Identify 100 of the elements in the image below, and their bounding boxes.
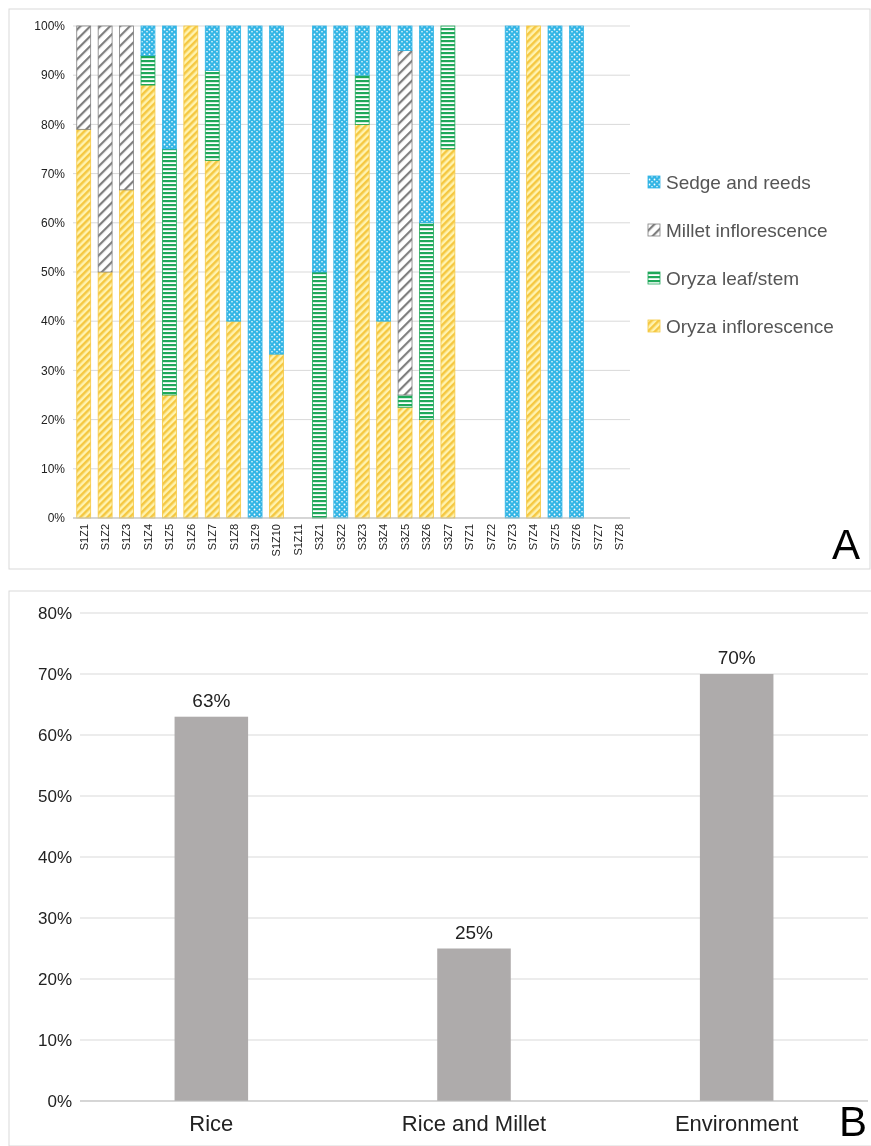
bar [376,25,391,322]
bar [162,148,177,396]
bar [226,320,242,519]
y-tick-label: 0% [47,511,66,526]
x-tick-label: S7Z8 [613,524,626,551]
x-tick-label: S7Z7 [591,524,604,551]
bar [312,271,327,519]
bar [419,25,434,224]
y-tick-label: 80% [37,603,72,623]
bar [76,128,92,519]
x-tick-label: S1Z1 [77,524,90,551]
bar [440,148,456,519]
legend-label: Sedge and reeds [666,171,811,193]
y-tick-label: 40% [40,314,66,329]
bar [162,394,177,519]
x-tick-label: S7Z6 [570,524,583,551]
x-tick-label: S7Z4 [527,524,540,551]
x-tick-label: Rice [189,1111,234,1136]
bar [699,674,774,1101]
x-tick-label: S7Z5 [548,524,561,551]
x-tick-label: S3Z1 [313,524,326,551]
bar [354,25,370,76]
bar [204,159,220,519]
legend-label: Oryza leaf/stem [666,267,800,289]
bar [140,25,156,56]
x-tick-label: S7Z3 [506,524,519,551]
data-label: 70% [717,647,756,668]
bar [204,69,220,161]
data-label: 63% [192,689,231,711]
x-tick-label: S1Z6 [184,524,197,551]
x-tick-label: S1Z4 [141,524,154,551]
bar [247,25,263,519]
x-tick-label: S3Z5 [398,524,411,551]
bar [397,394,413,408]
y-tick-label: 40% [37,847,72,867]
legend-label: Oryza inflorescence [666,315,834,337]
bar [162,25,177,150]
x-tick-label: S1Z5 [163,524,176,551]
bar [312,25,327,273]
bar [526,25,541,519]
x-tick-label: S1Z9 [248,524,261,551]
bar [569,25,584,519]
y-tick-label: 70% [40,166,66,181]
bar [174,716,249,1101]
y-tick-label: 20% [40,412,66,427]
x-tick-label: S7Z1 [463,524,476,551]
bar [140,55,156,86]
text: A [831,521,860,568]
y-tick-label: 100% [34,19,66,34]
bar [397,25,413,51]
bar [119,25,134,191]
x-tick-label: S3Z6 [420,524,433,551]
y-tick-label: 70% [37,664,72,684]
bar [504,25,520,519]
x-tick-label: S1Z8 [227,524,240,551]
y-tick-label: 20% [37,969,72,989]
bar [440,25,456,150]
bar [397,50,413,396]
bar [140,84,156,519]
legend-label: Millet inflorescence [666,219,828,241]
y-tick-label: 50% [40,265,66,280]
annotation: B [838,1098,867,1145]
y-tick-label: 10% [40,462,66,476]
x-tick-label: S7Z2 [484,524,497,551]
y-tick-label: 30% [40,363,66,378]
x-tick-label: Rice and Millet [401,1111,547,1136]
x-tick-label: S3Z7 [441,524,454,551]
bar [397,406,413,519]
x-tick-label: Environment [674,1111,799,1136]
data-label: 25% [454,921,494,943]
bar [97,271,113,519]
y-tick-label: 60% [40,216,66,230]
bar [333,25,349,519]
x-tick-label: S3Z4 [377,524,390,551]
bar [97,25,113,273]
x-tick-label: S3Z2 [334,524,347,551]
bar [376,320,391,519]
y-tick-label: 80% [40,117,66,132]
bar [119,189,134,519]
bar [183,25,199,519]
x-tick-label: S1Z2 [98,524,111,551]
bar [269,353,284,519]
bar [226,25,242,322]
y-tick-label: 10% [37,1030,72,1050]
y-tick-label: 30% [37,908,72,928]
bar [269,25,284,355]
x-tick-label: S1Z10 [270,524,283,557]
bar [547,25,563,519]
bar [437,948,511,1101]
bar [354,74,370,125]
bar [419,222,434,420]
x-tick-label: S1Z11 [291,524,304,556]
bar [76,25,92,130]
x-tick-label: S1Z7 [206,524,219,551]
y-tick-label: 0% [47,1091,72,1111]
bar [354,124,370,519]
bar [419,419,434,519]
x-tick-label: S3Z3 [356,524,369,551]
y-tick-label: 60% [37,725,72,745]
y-tick-label: 50% [37,786,72,806]
